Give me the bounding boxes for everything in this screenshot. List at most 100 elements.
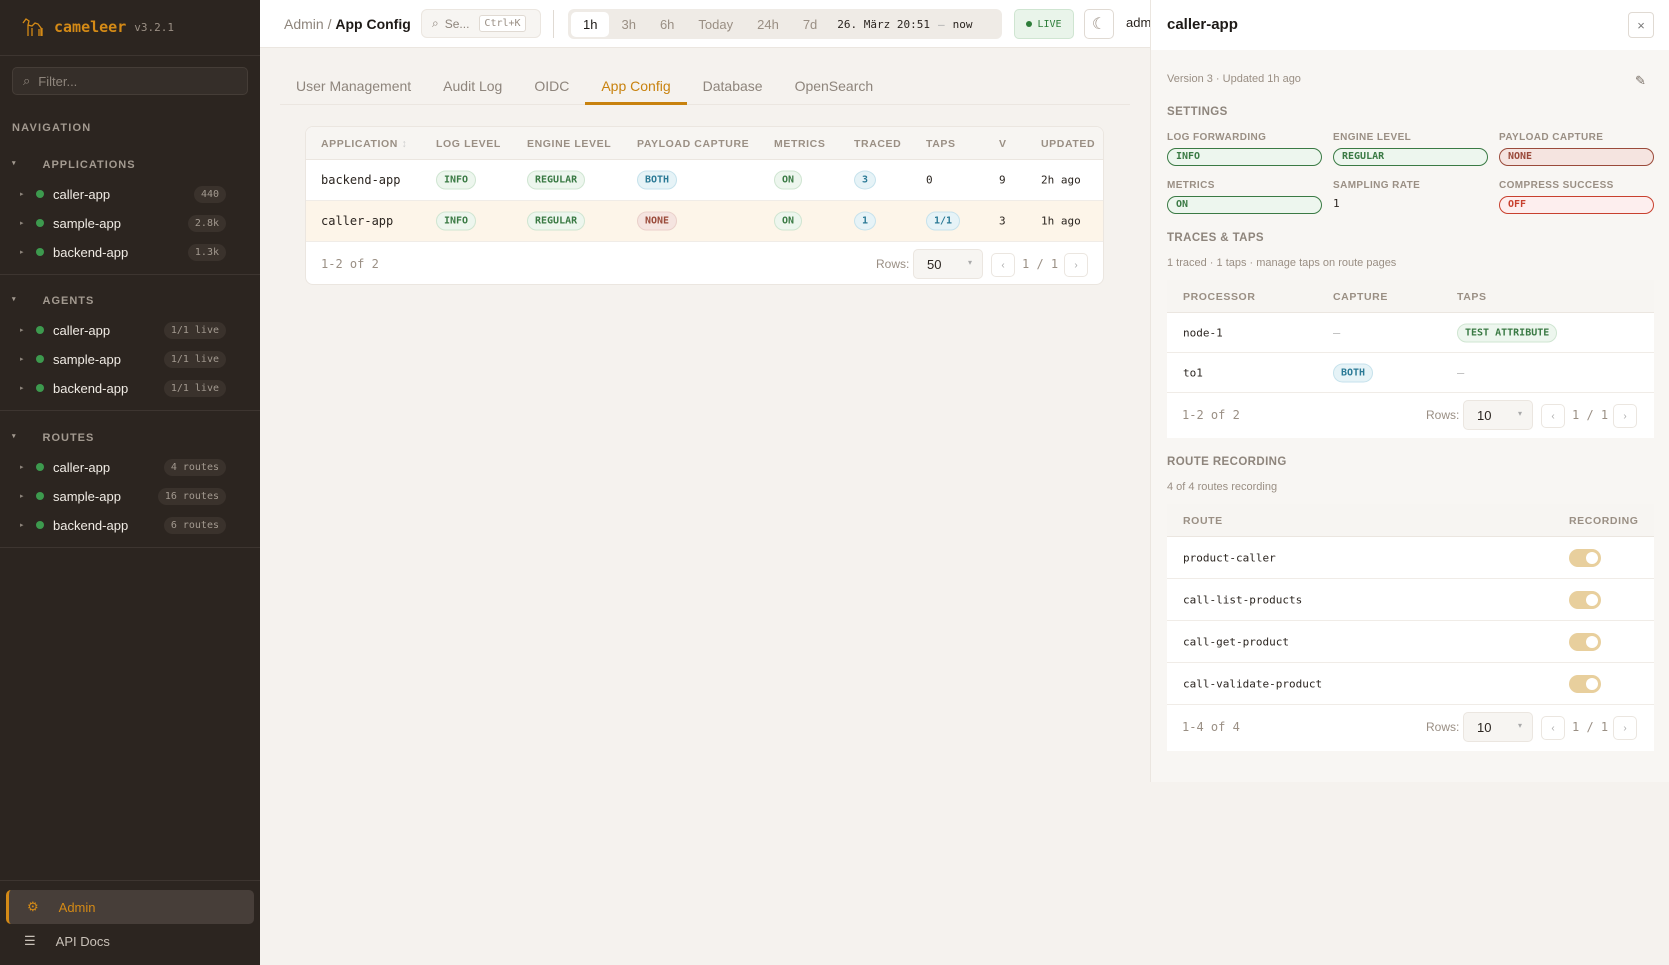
item-label: caller-app: [53, 322, 111, 338]
range-7d[interactable]: 7d: [802, 16, 818, 32]
expand-caret-icon[interactable]: ▸: [20, 327, 24, 334]
rows-per-page-select[interactable]: 50 ▾: [913, 249, 983, 279]
sidebar-item-admin[interactable]: ⚙ Admin: [6, 890, 254, 924]
table-header: APPLICATION ↕ LOG LEVEL ENGINE LEVEL PAY…: [306, 127, 1103, 160]
search-icon: ⌕: [23, 73, 31, 88]
item-label: backend-app: [53, 517, 129, 533]
sidebar-item[interactable]: ▸ caller-app 4 routes: [20, 455, 226, 479]
route-row[interactable]: call-list-products: [1167, 579, 1654, 621]
table-row[interactable]: backend-app INFO REGULAR BOTH ON 3 0 9 2…: [306, 160, 1103, 201]
group-title: AGENTS: [42, 295, 95, 307]
sidebar-item[interactable]: ▸ backend-app 6 routes: [20, 513, 226, 537]
row-count: 1-4 of 4: [1182, 720, 1240, 734]
expand-caret-icon[interactable]: ▸: [20, 191, 24, 198]
range-24h[interactable]: 24h: [757, 16, 779, 32]
status-dot-icon: [36, 463, 44, 471]
rows-per-page-select[interactable]: 10 ▾: [1463, 712, 1533, 742]
sidebar-item[interactable]: ▸ backend-app 1/1 live: [20, 376, 226, 400]
collapse-caret-icon: ▾: [12, 433, 17, 440]
item-badge: 1/1 live: [163, 379, 226, 397]
status-dot-icon: [36, 521, 44, 529]
engine-level-badge: REGULAR: [527, 211, 586, 231]
next-page-button[interactable]: ›: [1613, 716, 1637, 740]
user-menu[interactable]: adm: [1126, 15, 1152, 30]
sidebar-item[interactable]: ▸ sample-app 16 routes: [20, 484, 226, 508]
filter-input[interactable]: ⌕ Filter...: [12, 67, 248, 95]
tab-user-management[interactable]: User Management: [296, 78, 412, 94]
sidebar-item[interactable]: ▸ caller-app 1/1 live: [20, 318, 226, 342]
table-header: PROCESSOR CAPTURE TAPS: [1167, 280, 1654, 313]
page-indicator: 1 / 1: [1022, 257, 1059, 271]
range-1h[interactable]: 1h: [571, 11, 610, 37]
traced-badge: 1: [854, 211, 877, 231]
log-level-badge: INFO: [436, 170, 477, 190]
sidebar-item[interactable]: ▸ caller-app 440: [20, 182, 226, 206]
sidebar-item[interactable]: ▸ sample-app 2.8k: [20, 211, 226, 235]
route-recording-title: ROUTE RECORDING: [1167, 456, 1287, 468]
table-row[interactable]: node-1 — TEST ATTRIBUTE: [1167, 313, 1654, 353]
collapse-caret-icon: ▾: [12, 296, 17, 303]
live-button[interactable]: LIVE: [1014, 9, 1074, 39]
tab-audit-log[interactable]: Audit Log: [443, 78, 503, 94]
range-end[interactable]: now: [952, 17, 973, 31]
expand-caret-icon[interactable]: ▸: [20, 220, 24, 227]
expand-caret-icon[interactable]: ▸: [20, 385, 24, 392]
tab-database[interactable]: Database: [702, 78, 763, 94]
col-route: ROUTE: [1183, 515, 1223, 527]
sort-icon[interactable]: ↕: [401, 138, 408, 150]
recording-toggle[interactable]: [1569, 674, 1601, 693]
expand-caret-icon[interactable]: ▸: [20, 464, 24, 471]
tab-oidc[interactable]: OIDC: [534, 78, 570, 94]
group-applications[interactable]: ▾ APPLICATIONS: [12, 159, 136, 171]
recording-toggle[interactable]: [1569, 632, 1601, 651]
item-label: sample-app: [53, 215, 121, 231]
expand-caret-icon[interactable]: ▸: [20, 493, 24, 500]
live-dot-icon: [1026, 21, 1033, 27]
item-badge: 1/1 live: [163, 350, 226, 368]
close-button[interactable]: ×: [1628, 12, 1654, 38]
breadcrumb-admin[interactable]: Admin: [284, 16, 324, 32]
nav-title: NAVIGATION: [12, 122, 92, 134]
prev-page-button[interactable]: ‹: [1541, 404, 1565, 428]
col-metrics: METRICS: [774, 138, 826, 150]
item-badge: 4 routes: [163, 458, 226, 476]
recording-toggle[interactable]: [1569, 548, 1601, 567]
route-row[interactable]: call-validate-product: [1167, 663, 1654, 705]
group-title: APPLICATIONS: [42, 159, 136, 171]
group-agents[interactable]: ▾ AGENTS: [12, 295, 94, 307]
rows-per-page-select[interactable]: 10 ▾: [1463, 400, 1533, 430]
col-traced: TRACED: [854, 138, 902, 150]
edit-pencil-icon[interactable]: ✎: [1635, 73, 1646, 88]
taps-value: —: [1457, 365, 1465, 380]
group-routes[interactable]: ▾ ROUTES: [12, 432, 94, 444]
app-config-table: APPLICATION ↕ LOG LEVEL ENGINE LEVEL PAY…: [305, 126, 1104, 285]
table-row[interactable]: to1 BOTH —: [1167, 353, 1654, 393]
sidebar-item[interactable]: ▸ backend-app 1.3k: [20, 240, 226, 264]
prev-page-button[interactable]: ‹: [991, 253, 1015, 277]
sidebar-item[interactable]: ▸ sample-app 1/1 live: [20, 347, 226, 371]
expand-caret-icon[interactable]: ▸: [20, 249, 24, 256]
expand-caret-icon[interactable]: ▸: [20, 522, 24, 529]
sidebar-item-api-docs[interactable]: ☰ API Docs: [6, 924, 254, 958]
setting-label: LOG FORWARDING: [1167, 132, 1267, 143]
tab-opensearch[interactable]: OpenSearch: [794, 78, 874, 94]
range-6h[interactable]: 6h: [659, 16, 675, 32]
range-today[interactable]: Today: [698, 16, 734, 32]
col-log-level: LOG LEVEL: [436, 138, 501, 150]
search-label: Se...: [444, 16, 470, 31]
search-button[interactable]: ⌕ Se... Ctrl+K: [421, 9, 541, 38]
table-row-selected[interactable]: caller-app INFO REGULAR NONE ON 1 1/1 3 …: [306, 201, 1103, 242]
col-application[interactable]: APPLICATION ↕: [321, 138, 408, 150]
prev-page-button[interactable]: ‹: [1541, 716, 1565, 740]
range-3h[interactable]: 3h: [621, 16, 636, 32]
next-page-button[interactable]: ›: [1064, 253, 1088, 277]
route-row[interactable]: product-caller: [1167, 537, 1654, 579]
route-row[interactable]: call-get-product: [1167, 621, 1654, 663]
recording-toggle[interactable]: [1569, 590, 1601, 609]
logo[interactable]: cameleer v3.2.1: [20, 14, 174, 40]
tab-app-config[interactable]: App Config: [585, 72, 687, 105]
theme-toggle[interactable]: ☾: [1084, 9, 1114, 39]
expand-caret-icon[interactable]: ▸: [20, 356, 24, 363]
range-start[interactable]: 26. März 20:51: [837, 17, 930, 31]
next-page-button[interactable]: ›: [1613, 404, 1637, 428]
